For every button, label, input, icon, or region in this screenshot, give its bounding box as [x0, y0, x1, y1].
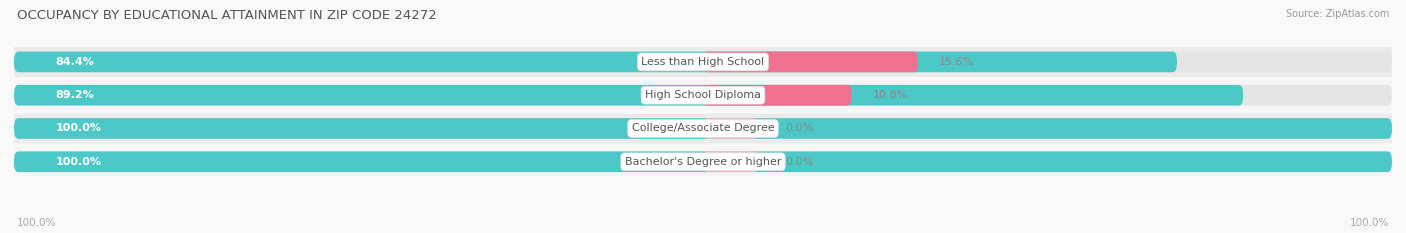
FancyBboxPatch shape — [14, 47, 1392, 77]
FancyBboxPatch shape — [14, 51, 1392, 72]
FancyBboxPatch shape — [14, 151, 1392, 172]
Text: 15.6%: 15.6% — [939, 57, 974, 67]
Text: 100.0%: 100.0% — [55, 123, 101, 134]
Text: 100.0%: 100.0% — [17, 218, 56, 228]
FancyBboxPatch shape — [703, 51, 918, 72]
Text: Source: ZipAtlas.com: Source: ZipAtlas.com — [1285, 9, 1389, 19]
Text: 0.0%: 0.0% — [786, 123, 814, 134]
Text: 100.0%: 100.0% — [55, 157, 101, 167]
FancyBboxPatch shape — [703, 85, 852, 106]
FancyBboxPatch shape — [14, 118, 1392, 139]
Text: OCCUPANCY BY EDUCATIONAL ATTAINMENT IN ZIP CODE 24272: OCCUPANCY BY EDUCATIONAL ATTAINMENT IN Z… — [17, 9, 437, 22]
FancyBboxPatch shape — [703, 151, 758, 172]
FancyBboxPatch shape — [14, 151, 1392, 172]
Text: High School Diploma: High School Diploma — [645, 90, 761, 100]
Text: Bachelor's Degree or higher: Bachelor's Degree or higher — [624, 157, 782, 167]
Text: College/Associate Degree: College/Associate Degree — [631, 123, 775, 134]
Text: 84.4%: 84.4% — [55, 57, 94, 67]
Text: 100.0%: 100.0% — [1350, 218, 1389, 228]
FancyBboxPatch shape — [14, 85, 1392, 106]
Text: Less than High School: Less than High School — [641, 57, 765, 67]
FancyBboxPatch shape — [14, 85, 1243, 106]
Text: 89.2%: 89.2% — [55, 90, 94, 100]
FancyBboxPatch shape — [14, 51, 1177, 72]
FancyBboxPatch shape — [703, 118, 758, 139]
Text: 0.0%: 0.0% — [786, 157, 814, 167]
FancyBboxPatch shape — [14, 118, 1392, 139]
FancyBboxPatch shape — [14, 80, 1392, 110]
FancyBboxPatch shape — [14, 147, 1392, 177]
Text: 10.8%: 10.8% — [873, 90, 908, 100]
FancyBboxPatch shape — [14, 113, 1392, 144]
